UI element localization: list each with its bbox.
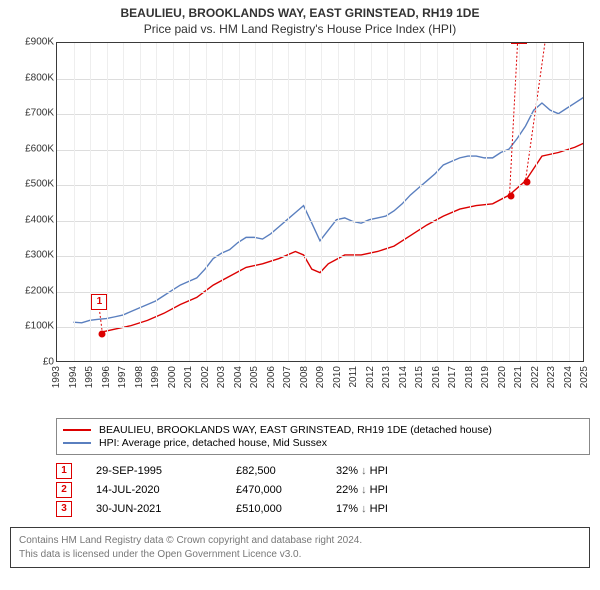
x-axis-label: 2008 (299, 366, 310, 388)
sales-row: 2 14-JUL-2020 £470,000 22% ↓ HPI (56, 482, 590, 498)
y-axis-label: £100K (25, 321, 54, 332)
sales-marker-2: 2 (56, 482, 72, 498)
x-axis-label: 1998 (134, 366, 145, 388)
legend-label-property: BEAULIEU, BROOKLANDS WAY, EAST GRINSTEAD… (99, 424, 492, 436)
y-axis-label: £200K (25, 285, 54, 296)
plot-box: 123 (56, 42, 584, 362)
sales-date: 30-JUN-2021 (96, 503, 236, 515)
x-axis-label: 2020 (497, 366, 508, 388)
arrow-down-icon: ↓ (361, 465, 367, 477)
chart-container: BEAULIEU, BROOKLANDS WAY, EAST GRINSTEAD… (0, 0, 600, 590)
x-axis-label: 2013 (381, 366, 392, 388)
y-axis-label: £900K (25, 37, 54, 48)
sales-table: 1 29-SEP-1995 £82,500 32% ↓ HPI 2 14-JUL… (56, 463, 590, 517)
x-axis-label: 1994 (68, 366, 79, 388)
x-axis-label: 2000 (167, 366, 178, 388)
sales-row: 1 29-SEP-1995 £82,500 32% ↓ HPI (56, 463, 590, 479)
chart-title: BEAULIEU, BROOKLANDS WAY, EAST GRINSTEAD… (0, 6, 600, 20)
sale-dot (524, 178, 531, 185)
y-axis-label: £400K (25, 214, 54, 225)
x-axis-label: 2023 (546, 366, 557, 388)
sales-diff: 22% ↓ HPI (336, 484, 436, 496)
footer-line1: Contains HM Land Registry data © Crown c… (19, 534, 581, 548)
y-axis-label: £700K (25, 108, 54, 119)
x-axis-label: 2004 (233, 366, 244, 388)
x-axis-label: 1993 (51, 366, 62, 388)
sales-date: 29-SEP-1995 (96, 465, 236, 477)
x-axis-label: 2019 (480, 366, 491, 388)
sales-price: £510,000 (236, 503, 336, 515)
title-block: BEAULIEU, BROOKLANDS WAY, EAST GRINSTEAD… (0, 0, 600, 38)
chart-subtitle: Price paid vs. HM Land Registry's House … (0, 22, 600, 36)
footer-line2: This data is licensed under the Open Gov… (19, 548, 581, 562)
sales-date: 14-JUL-2020 (96, 484, 236, 496)
x-axis-label: 1999 (150, 366, 161, 388)
x-axis-label: 2016 (431, 366, 442, 388)
x-axis-label: 2014 (398, 366, 409, 388)
sales-price: £470,000 (236, 484, 336, 496)
x-axis-label: 2018 (464, 366, 475, 388)
x-axis-label: 1996 (101, 366, 112, 388)
y-axis-label: £300K (25, 250, 54, 261)
sale-dot (99, 330, 106, 337)
x-axis-label: 2010 (332, 366, 343, 388)
chart-area: 123 £0£100K£200K£300K£400K£500K£600K£700… (10, 42, 590, 412)
legend: BEAULIEU, BROOKLANDS WAY, EAST GRINSTEAD… (56, 418, 590, 455)
x-axis-label: 2002 (200, 366, 211, 388)
x-axis-label: 2022 (530, 366, 541, 388)
arrow-down-icon: ↓ (361, 484, 367, 496)
x-axis-label: 2009 (315, 366, 326, 388)
sale-marker-2: 2 (511, 43, 527, 44)
legend-swatch-hpi (63, 442, 91, 444)
x-axis-label: 2011 (348, 366, 359, 388)
sales-marker-1: 1 (56, 463, 72, 479)
footer: Contains HM Land Registry data © Crown c… (10, 527, 590, 568)
sales-row: 3 30-JUN-2021 £510,000 17% ↓ HPI (56, 501, 590, 517)
x-axis-label: 2021 (513, 366, 524, 388)
arrow-down-icon: ↓ (361, 503, 367, 515)
sales-diff: 17% ↓ HPI (336, 503, 436, 515)
x-axis-label: 2017 (447, 366, 458, 388)
legend-item-hpi: HPI: Average price, detached house, Mid … (63, 437, 583, 449)
x-axis-label: 2015 (414, 366, 425, 388)
x-axis-label: 2012 (365, 366, 376, 388)
y-axis-label: £800K (25, 72, 54, 83)
sales-diff: 32% ↓ HPI (336, 465, 436, 477)
legend-item-property: BEAULIEU, BROOKLANDS WAY, EAST GRINSTEAD… (63, 424, 583, 436)
x-axis-label: 2001 (183, 366, 194, 388)
x-axis-label: 1997 (117, 366, 128, 388)
chart-lines (57, 43, 583, 361)
x-axis-label: 2005 (249, 366, 260, 388)
legend-swatch-property (63, 429, 91, 431)
x-axis-label: 1995 (84, 366, 95, 388)
x-axis-label: 2025 (579, 366, 590, 388)
y-axis-label: £600K (25, 143, 54, 154)
series-line-hpi (73, 96, 583, 323)
y-axis-label: £500K (25, 179, 54, 190)
sale-marker-1: 1 (91, 294, 107, 310)
legend-label-hpi: HPI: Average price, detached house, Mid … (99, 437, 327, 449)
x-axis-label: 2003 (216, 366, 227, 388)
sale-connector (510, 44, 518, 195)
plot-inner: 123 (57, 43, 583, 361)
sales-marker-3: 3 (56, 501, 72, 517)
x-axis-label: 2006 (266, 366, 277, 388)
sales-price: £82,500 (236, 465, 336, 477)
series-line-property (102, 142, 583, 332)
x-axis-label: 2007 (282, 366, 293, 388)
sale-dot (508, 192, 515, 199)
x-axis-label: 2024 (563, 366, 574, 388)
